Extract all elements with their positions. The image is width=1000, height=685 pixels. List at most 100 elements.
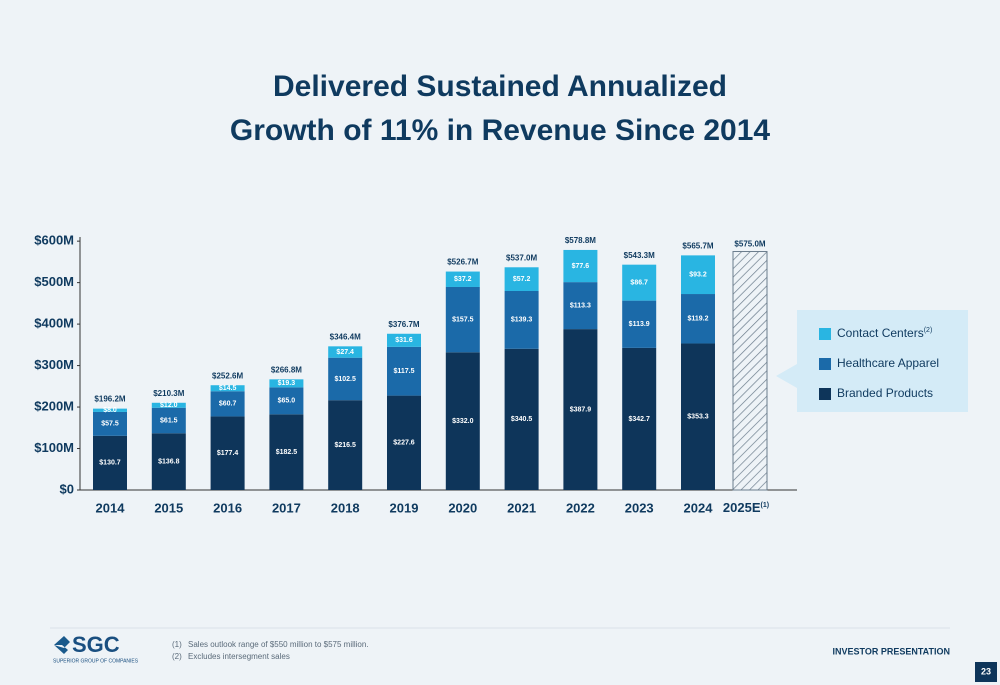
logo-mark: SGC	[72, 632, 120, 657]
bar-segment	[328, 357, 363, 401]
bar-segment	[681, 255, 715, 295]
footnote-marker: (1)	[761, 502, 770, 509]
total-label: $526.7M	[447, 258, 478, 267]
legend-label: Healthcare Apparel	[837, 356, 939, 370]
bar-segment	[504, 348, 539, 490]
value-label: $113.9	[629, 321, 650, 328]
bar-segment	[93, 411, 127, 436]
value-label: $93.2	[689, 272, 707, 279]
bar-segment	[563, 329, 598, 490]
legend-label: Contact Centers(2)	[837, 326, 932, 340]
legend-swatch	[819, 388, 831, 400]
value-label: $332.0	[452, 418, 474, 425]
legend-label: Branded Products	[837, 386, 933, 400]
bar-segment	[504, 291, 539, 349]
x-tick-label: 2017	[272, 500, 301, 515]
value-label: $57.2	[513, 276, 531, 283]
bar-segment	[151, 402, 186, 408]
y-tick-label: $100M	[34, 440, 74, 455]
bar-segment	[93, 408, 127, 412]
bar-segment	[151, 433, 186, 490]
page-badge	[975, 662, 997, 682]
y-tick-label: $0	[60, 481, 74, 496]
footnote: Sales outlook range of $550 million to $…	[188, 640, 369, 649]
value-label: $57.5	[101, 421, 119, 428]
value-label: $31.6	[395, 337, 413, 344]
value-label: $113.3	[570, 302, 591, 309]
bar-segment	[445, 286, 480, 353]
value-label: $8.0	[103, 407, 117, 414]
value-label: $61.5	[160, 417, 178, 424]
legend: Contact Centers(2) Healthcare Apparel Bran…	[819, 326, 939, 400]
bar-segment	[622, 300, 657, 348]
value-label: $65.0	[278, 398, 296, 405]
bar-segment	[681, 343, 715, 490]
total-label: $543.3M	[624, 251, 655, 260]
legend-label: Branded Products	[837, 386, 933, 400]
value-label: $77.6	[572, 263, 590, 270]
value-label: $136.8	[158, 458, 180, 465]
value-label: $387.9	[570, 406, 592, 413]
value-label: $119.2	[687, 316, 708, 323]
value-label: $117.5	[393, 368, 414, 375]
bar-segment	[387, 395, 421, 490]
bar-segment	[210, 416, 245, 490]
bar-segment	[387, 346, 421, 396]
x-tick-label: 2025E	[723, 500, 761, 515]
value-label: $37.2	[454, 276, 472, 283]
bar-segment	[269, 387, 304, 415]
footnote-marker: (1)	[172, 640, 182, 649]
legend-label: Healthcare Apparel	[837, 356, 939, 370]
bar-segment	[328, 400, 363, 490]
x-tick-label: 2014	[96, 500, 126, 515]
value-label: $216.5	[334, 442, 356, 449]
total-label: $575.0M	[734, 240, 765, 249]
bar-segment	[445, 352, 480, 490]
bar-segment	[681, 294, 715, 344]
value-label: $130.7	[99, 460, 121, 467]
legend-swatch	[819, 328, 831, 340]
logo-icon	[54, 636, 70, 654]
x-tick-label: 2016	[213, 500, 242, 515]
value-label: $139.3	[511, 317, 533, 324]
value-label: $86.7	[630, 279, 648, 286]
bar-segment	[622, 347, 657, 490]
x-tick-label: 2019	[390, 500, 419, 515]
value-label: $227.6	[393, 440, 415, 447]
value-label: $60.7	[219, 401, 237, 408]
bar-segment	[387, 333, 421, 347]
value-label: $12.0	[160, 402, 178, 409]
total-label: $210.3M	[153, 389, 184, 398]
value-label: $340.5	[511, 416, 533, 423]
y-tick-label: $200M	[34, 398, 74, 413]
y-tick-label: $300M	[34, 357, 74, 372]
footer-label: INVESTOR PRESENTATION	[832, 646, 950, 656]
value-label: $157.5	[452, 316, 474, 323]
title: Delivered Sustained Annualized	[273, 70, 727, 103]
x-tick-label: 2015	[154, 500, 183, 515]
legend-swatch	[819, 358, 831, 370]
total-label: $565.7M	[682, 241, 713, 250]
bar-segment	[563, 249, 598, 283]
total-label: $346.4M	[330, 332, 361, 341]
x-tick-label: 2022	[566, 500, 595, 515]
bar-segment	[93, 435, 127, 490]
bar-segment	[563, 282, 598, 330]
y-tick-label: $400M	[34, 316, 74, 331]
bar-segment	[328, 346, 363, 358]
x-tick-label: 2025E(1)	[723, 500, 769, 515]
x-tick-label: 2023	[625, 500, 654, 515]
bar-segment	[622, 264, 657, 301]
total-label: $252.6M	[212, 371, 243, 380]
logo-company: SUPERIOR GROUP OF COMPANIES	[53, 658, 139, 664]
footnote-marker: (2)	[924, 327, 933, 334]
value-label: $353.3	[687, 414, 709, 421]
total-label: $537.0M	[506, 253, 537, 262]
value-label: $14.5	[219, 385, 237, 392]
bar-segment	[269, 414, 304, 490]
total-label: $196.2M	[94, 395, 125, 404]
value-label: $27.4	[336, 349, 354, 356]
total-label: $578.8M	[565, 236, 596, 245]
x-tick-label: 2021	[507, 500, 536, 515]
